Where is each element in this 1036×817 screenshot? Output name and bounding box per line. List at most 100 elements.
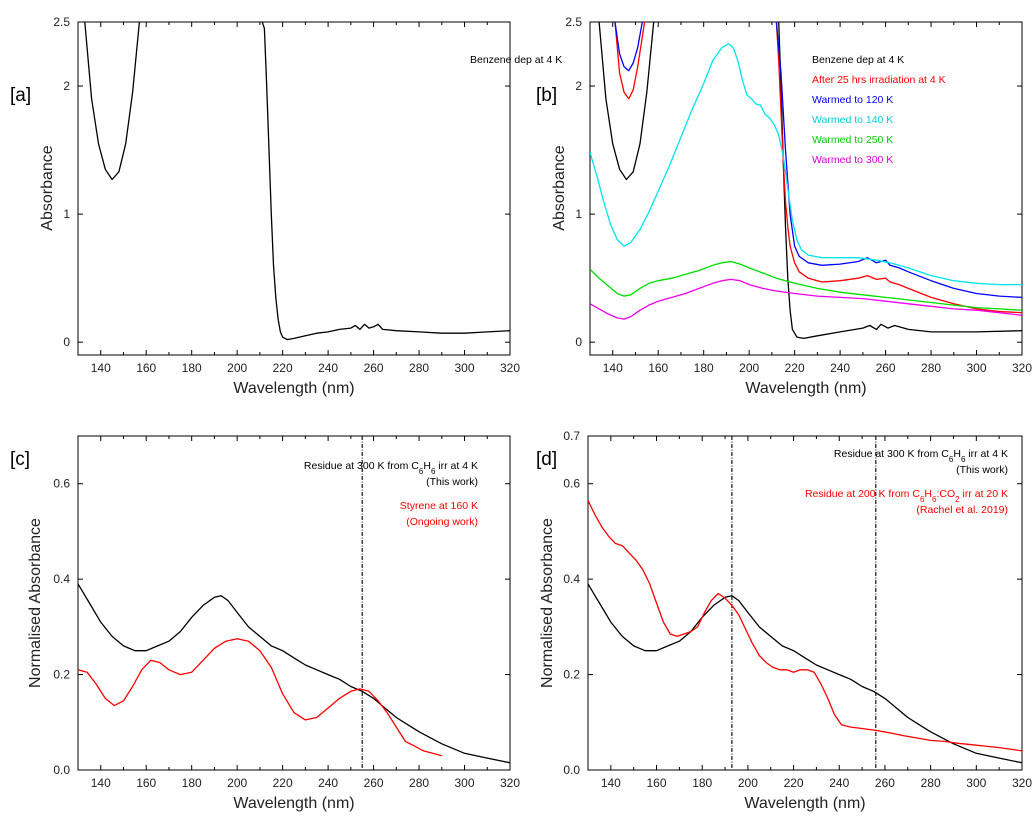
y-axis-label: Normalised Absorbance (539, 518, 556, 688)
series-line-2-segment-1 (78, 638, 442, 757)
y-axis-label: Normalised Absorbance (27, 518, 44, 688)
series-line-1-segment-1 (78, 583, 510, 764)
series-line-1-segment-1 (598, 22, 655, 181)
plot-frame (77, 21, 511, 356)
y-tick-label: 2 (63, 79, 70, 93)
x-tick-label: 220 (784, 776, 804, 790)
chart-panel-4: 140 160 180 200 220 240 260 280 300 320 0.0 0.2 0.4 0… (536, 429, 1032, 812)
chart-panel-3: 140 160 180 200 220 240 260 280 300 320 0.0 0.2 0.4 0… (10, 435, 520, 812)
x-tick-label: 220 (273, 776, 293, 790)
x-tick-label: 240 (830, 361, 850, 375)
legend-entry: Warmed to 120 K (812, 94, 893, 106)
x-tick-label: 300 (455, 776, 475, 790)
series-line-5-segment-1 (590, 260, 1022, 311)
x-tick-label: 160 (648, 361, 668, 375)
x-tick-label: 160 (647, 776, 667, 790)
y-tick-label: 0.2 (563, 668, 580, 682)
legend-entry: Benzene dep at 4 K (812, 54, 904, 66)
panel-label: [c] (10, 449, 30, 470)
legend-note: (Rachel et al. 2019) (916, 504, 1008, 516)
x-tick-label: 220 (785, 361, 805, 375)
x-axis-label: Wavelength (nm) (744, 795, 865, 812)
panel-label: [a] (10, 85, 31, 106)
legend-entry: Benzene dep at 4 K (470, 54, 562, 66)
legend-entry: Warmed to 140 K (812, 114, 893, 126)
x-tick-label: 200 (227, 361, 247, 375)
series-line-2-segment-2 (775, 22, 1022, 314)
y-tick-label: 0.4 (53, 572, 70, 586)
chart-panel-2: 140 160 180 200 220 240 260 280 300 320 0 1 2 2.5 Wave… (536, 15, 1032, 397)
x-tick-label: 260 (876, 361, 896, 375)
legend-note: (This work) (956, 464, 1008, 476)
series-line-3-segment-2 (775, 22, 1022, 299)
series-line-1-segment-1 (84, 22, 141, 181)
series-group (588, 500, 1022, 764)
x-tick-label: 140 (603, 361, 623, 375)
legend-entry: After 25 hrs irradiation at 4 K (812, 74, 946, 86)
series-line-3-segment-1 (614, 22, 643, 72)
x-tick-label: 260 (364, 361, 384, 375)
x-tick-label: 260 (875, 776, 895, 790)
y-tick-label: 0 (575, 335, 582, 349)
y-tick-label: 0.6 (53, 477, 70, 491)
series-group (84, 22, 510, 341)
series-group (78, 583, 510, 764)
y-tick-label: 2.5 (565, 15, 582, 29)
x-tick-label: 140 (91, 361, 111, 375)
y-tick-label: 0.4 (563, 572, 580, 586)
series-line-4-segment-1 (590, 43, 1022, 286)
legend-note: (Ongoing work) (406, 516, 478, 528)
series-line-1-segment-1 (588, 583, 1022, 764)
y-axis-label: Absorbance (551, 145, 568, 230)
x-tick-label: 300 (455, 361, 475, 375)
legend-note: (This work) (426, 476, 478, 488)
legend-entry: Residue at 300 K from C6H6 irr at 4 K (304, 460, 478, 476)
y-tick-label: 1 (63, 207, 70, 221)
x-tick-label: 240 (829, 776, 849, 790)
x-tick-label: 320 (500, 361, 520, 375)
series-line-1-segment-2 (778, 22, 1022, 340)
legend-entry: Styrene at 160 K (400, 500, 478, 512)
series-line-6-segment-1 (590, 278, 1022, 320)
x-tick-label: 280 (409, 361, 429, 375)
x-tick-label: 200 (739, 361, 759, 375)
x-axis-label: Wavelength (nm) (233, 795, 354, 812)
chart-panel-1: 140 160 180 200 220 240 260 280 300 320 0 1 2 2.5 Wave… (10, 15, 562, 397)
x-tick-label: 300 (967, 361, 987, 375)
x-tick-label: 180 (692, 776, 712, 790)
y-tick-label: 0.7 (563, 429, 580, 443)
legend-entry: Warmed to 250 K (812, 134, 893, 146)
plot-frame (589, 21, 1023, 356)
plot-frame (587, 435, 1023, 771)
y-tick-label: 0.6 (563, 477, 580, 491)
y-tick-label: 2 (575, 79, 582, 93)
series-line-2-segment-1 (588, 500, 1022, 752)
x-axis-label: Wavelength (nm) (745, 380, 866, 397)
y-tick-label: 2.5 (53, 15, 70, 29)
y-tick-label: 0 (63, 335, 70, 349)
panel-label: [b] (536, 85, 557, 106)
x-tick-label: 140 (601, 776, 621, 790)
series-group (590, 22, 1022, 340)
x-tick-label: 280 (921, 776, 941, 790)
series-line-1-segment-2 (261, 22, 510, 341)
x-tick-label: 280 (921, 361, 941, 375)
x-tick-label: 300 (966, 776, 986, 790)
x-tick-label: 220 (273, 361, 293, 375)
plot-frame (77, 435, 511, 771)
y-tick-label: 0.0 (53, 763, 70, 777)
x-tick-label: 180 (694, 361, 714, 375)
x-tick-label: 180 (182, 776, 202, 790)
x-tick-label: 200 (738, 776, 758, 790)
y-tick-label: 0.0 (563, 763, 580, 777)
x-tick-label: 260 (364, 776, 384, 790)
legend-entry: Residue at 300 K from C6H6 irr at 4 K (834, 448, 1008, 464)
x-tick-label: 160 (136, 361, 156, 375)
x-tick-label: 180 (182, 361, 202, 375)
x-tick-label: 140 (91, 776, 111, 790)
legend-entry: Warmed to 300 K (812, 154, 893, 166)
x-tick-label: 160 (136, 776, 156, 790)
legend-entry: Residue at 200 K from C6H6:CO2 irr at 20… (805, 488, 1008, 504)
series-line-2-segment-1 (614, 22, 646, 100)
